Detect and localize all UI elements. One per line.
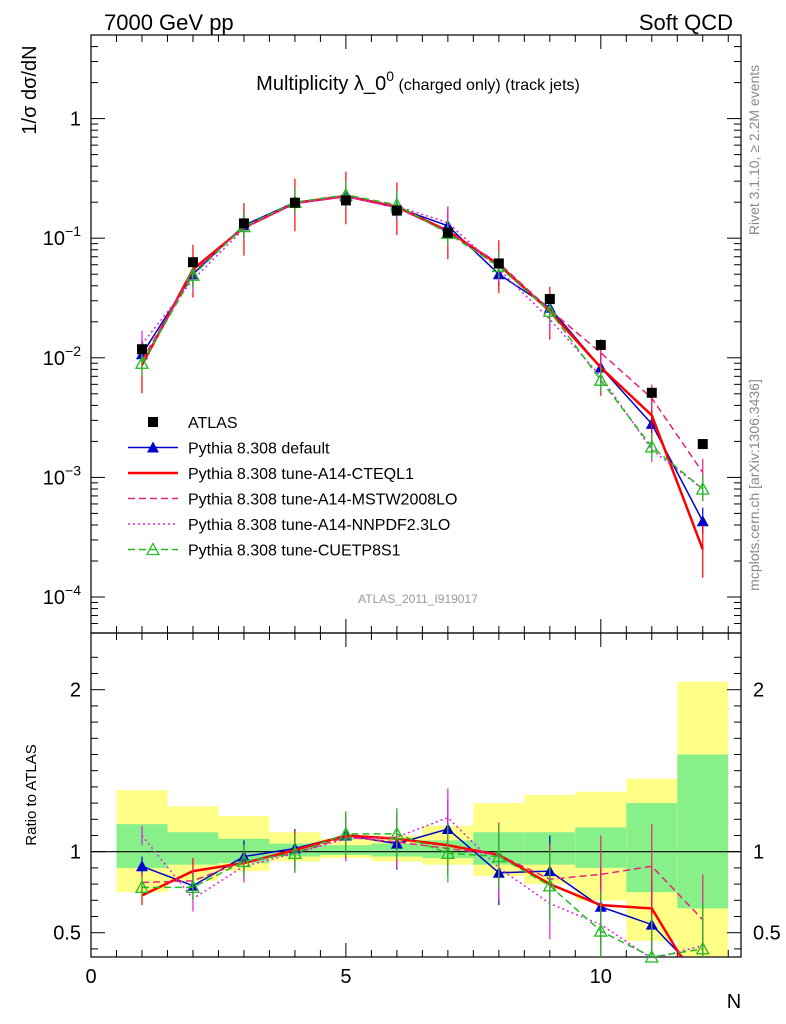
y-tick-base: 10: [43, 348, 65, 370]
legend-marker: [145, 542, 161, 556]
series-atlas: [136, 195, 708, 450]
y-tick-label: 10−1: [43, 223, 81, 250]
data-point: [542, 303, 557, 317]
y-tick-label: 10−4: [43, 582, 81, 609]
data-point: [696, 515, 709, 527]
series-line: [141, 196, 704, 490]
legend-entry: Pythia 8.308 default: [128, 441, 330, 458]
data-point: [391, 205, 402, 216]
legend-marker: [148, 417, 158, 427]
ratio-point: [338, 826, 353, 840]
y-axis-label: 1/σ dσ/dN: [19, 45, 41, 134]
legend-entry: Pythia 8.308 tune-A14-CTEQL1: [128, 466, 414, 483]
ratio-point: [593, 923, 608, 937]
ratio-panel: 0.5 0.5 1 1 2 2 0 5 10: [53, 632, 781, 988]
ratio-series-pythia-8-308-tune-cuetp8s1: [134, 807, 710, 963]
x-tick-label: 0: [85, 966, 96, 988]
data-point: [695, 481, 710, 495]
ratio-y-tick-label-right: 0.5: [753, 923, 781, 945]
ratio-line: [141, 828, 684, 957]
data-point: [593, 372, 608, 386]
ratio-point: [185, 879, 201, 893]
y-tick-label: 10−2: [43, 343, 81, 370]
ratio-y-tick-label-right: 2: [753, 680, 764, 702]
ratio-y-tick-label: 2: [70, 680, 81, 702]
chart-title: Multiplicity λ_00 (charged only) (track …: [256, 68, 580, 95]
data-point: [187, 257, 198, 268]
ratio-line: [141, 836, 704, 921]
legend-entry: Pythia 8.308 tune-A14-MSTW2008LO: [128, 492, 457, 509]
y-tick-exponent: −2: [65, 343, 81, 359]
ratio-axis-label: Ratio to ATLAS: [23, 744, 40, 845]
ratio-point: [287, 845, 303, 859]
y-tick-label: 10−3: [43, 462, 81, 489]
data-point: [493, 258, 504, 269]
data-point: [442, 227, 453, 238]
ratio-y-tick-label: 1: [70, 842, 81, 864]
energy-label: 7000 GeV pp: [104, 10, 234, 35]
x-tick-label: 10: [590, 966, 612, 988]
data-point: [697, 439, 708, 450]
x-tick-label: 5: [340, 966, 351, 988]
ratio-point: [389, 826, 404, 840]
ratio-y-tick-label: 0.5: [53, 923, 81, 945]
y-tick-exponent: −1: [65, 223, 81, 239]
data-point: [595, 339, 606, 350]
ratio-frame: [90, 632, 742, 958]
ratio-line: [141, 833, 703, 957]
mcplots-label: mcplots.cern.ch [arXiv:1306.3436]: [746, 379, 762, 591]
y-tick-base: 10: [43, 228, 65, 250]
legend-entry: Pythia 8.308 tune-A14-NNPDF2.3LO: [128, 517, 450, 534]
ratio-point: [542, 878, 557, 892]
y-tick-label: 1: [70, 109, 81, 131]
process-label: Soft QCD: [639, 10, 733, 35]
series-line: [141, 194, 704, 490]
chart-title-main: Multiplicity λ_0: [256, 73, 386, 95]
data-point: [544, 294, 555, 305]
ratio-point: [135, 860, 148, 872]
legend-label: Pythia 8.308 tune-CUETP8S1: [188, 543, 401, 560]
data-point: [136, 344, 147, 355]
y-tick-exponent: −3: [65, 462, 81, 478]
ratio-point: [644, 949, 659, 963]
main-panel: 10−410−310−210−11: [43, 34, 742, 634]
ratio-point: [134, 879, 150, 893]
y-tick-base: 10: [43, 467, 65, 489]
ratio-point: [491, 849, 506, 863]
analysis-watermark: ATLAS_2011_I919017: [358, 592, 478, 606]
legend-label: Pythia 8.308 default: [188, 441, 330, 458]
y-tick-exponent: −4: [65, 582, 81, 598]
legend-entry: ATLAS: [148, 415, 238, 432]
legend-label: ATLAS: [188, 415, 238, 432]
data-point: [644, 439, 659, 453]
series-pythia-8-308-tune-a14-mstw2008lo: [141, 182, 704, 485]
rivet-label: Rivet 3.1.10, ≥ 2.2M events: [746, 65, 762, 235]
ratio-y-tick-label-right: 1: [753, 842, 764, 864]
y-tick-base: 1: [70, 109, 81, 131]
legend-marker: [147, 441, 159, 453]
x-axis-label: N: [727, 991, 741, 1013]
legend: ATLAS Pythia 8.308 default Pythia 8.308 tu…: [128, 415, 457, 560]
data-point: [134, 355, 150, 369]
data-point: [646, 387, 657, 398]
legend-label: Pythia 8.308 tune-A14-CTEQL1: [188, 466, 414, 483]
ratio-point: [695, 941, 710, 955]
ratio-line: [141, 816, 703, 957]
data-point: [185, 267, 201, 281]
legend-entry: Pythia 8.308 tune-CUETP8S1: [128, 542, 401, 560]
chart-title-suffix: (charged only) (track jets): [394, 77, 580, 94]
ratio-point: [440, 845, 455, 859]
legend-label: Pythia 8.308 tune-A14-NNPDF2.3LO: [188, 517, 450, 534]
y-tick-base: 10: [43, 587, 65, 609]
data-point: [340, 195, 351, 206]
data-point: [289, 197, 300, 208]
data-point: [238, 218, 249, 229]
ratio-point: [236, 854, 252, 868]
legend-label: Pythia 8.308 tune-A14-MSTW2008LO: [188, 492, 457, 509]
ratio-line: [141, 834, 683, 957]
chart-title-sup: 0: [386, 68, 394, 84]
